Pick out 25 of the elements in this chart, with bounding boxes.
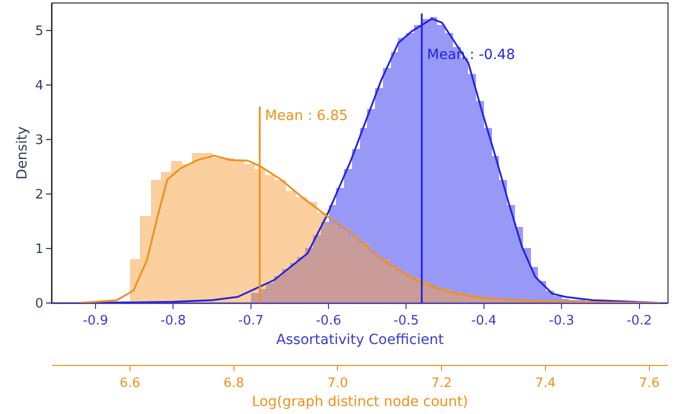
ref-line-label: Mean : 6.85	[265, 108, 348, 124]
x2-tick-label: 6.6	[120, 376, 140, 391]
x2-tick-label: 7.4	[535, 376, 556, 391]
y-tick-label: 2	[35, 187, 44, 202]
x-tick-label: -0.7	[238, 314, 264, 329]
x-tick-label: -0.4	[471, 314, 497, 329]
y-tick-label: 4	[35, 78, 44, 94]
x2-tick-label: 7.6	[638, 376, 660, 391]
x-tick-label: -0.5	[394, 314, 419, 329]
x-axis-title: Assortativity Coefficient	[276, 332, 444, 348]
x2-tick-label: 7.2	[431, 376, 452, 391]
x-tick-label: -0.8	[160, 314, 186, 329]
y-tick-label: 5	[35, 24, 44, 39]
y-tick-label: 1	[35, 242, 44, 257]
x-tick-label: -0.3	[548, 314, 574, 329]
x-tick-label: -0.9	[82, 314, 108, 329]
y-tick-label: 3	[35, 132, 44, 148]
y-tick-label: 0	[35, 296, 44, 312]
ref-line-label: Mean : -0.48	[427, 47, 515, 63]
x-tick-label: -0.2	[626, 314, 652, 329]
x2-tick-label: 7.0	[327, 376, 348, 391]
x2-axis-title: Log(graph distinct node count)	[252, 394, 468, 410]
y-axis-title: Density	[14, 126, 31, 180]
x2-tick-label: 6.8	[223, 376, 244, 391]
x-tick-label: -0.6	[316, 314, 342, 329]
